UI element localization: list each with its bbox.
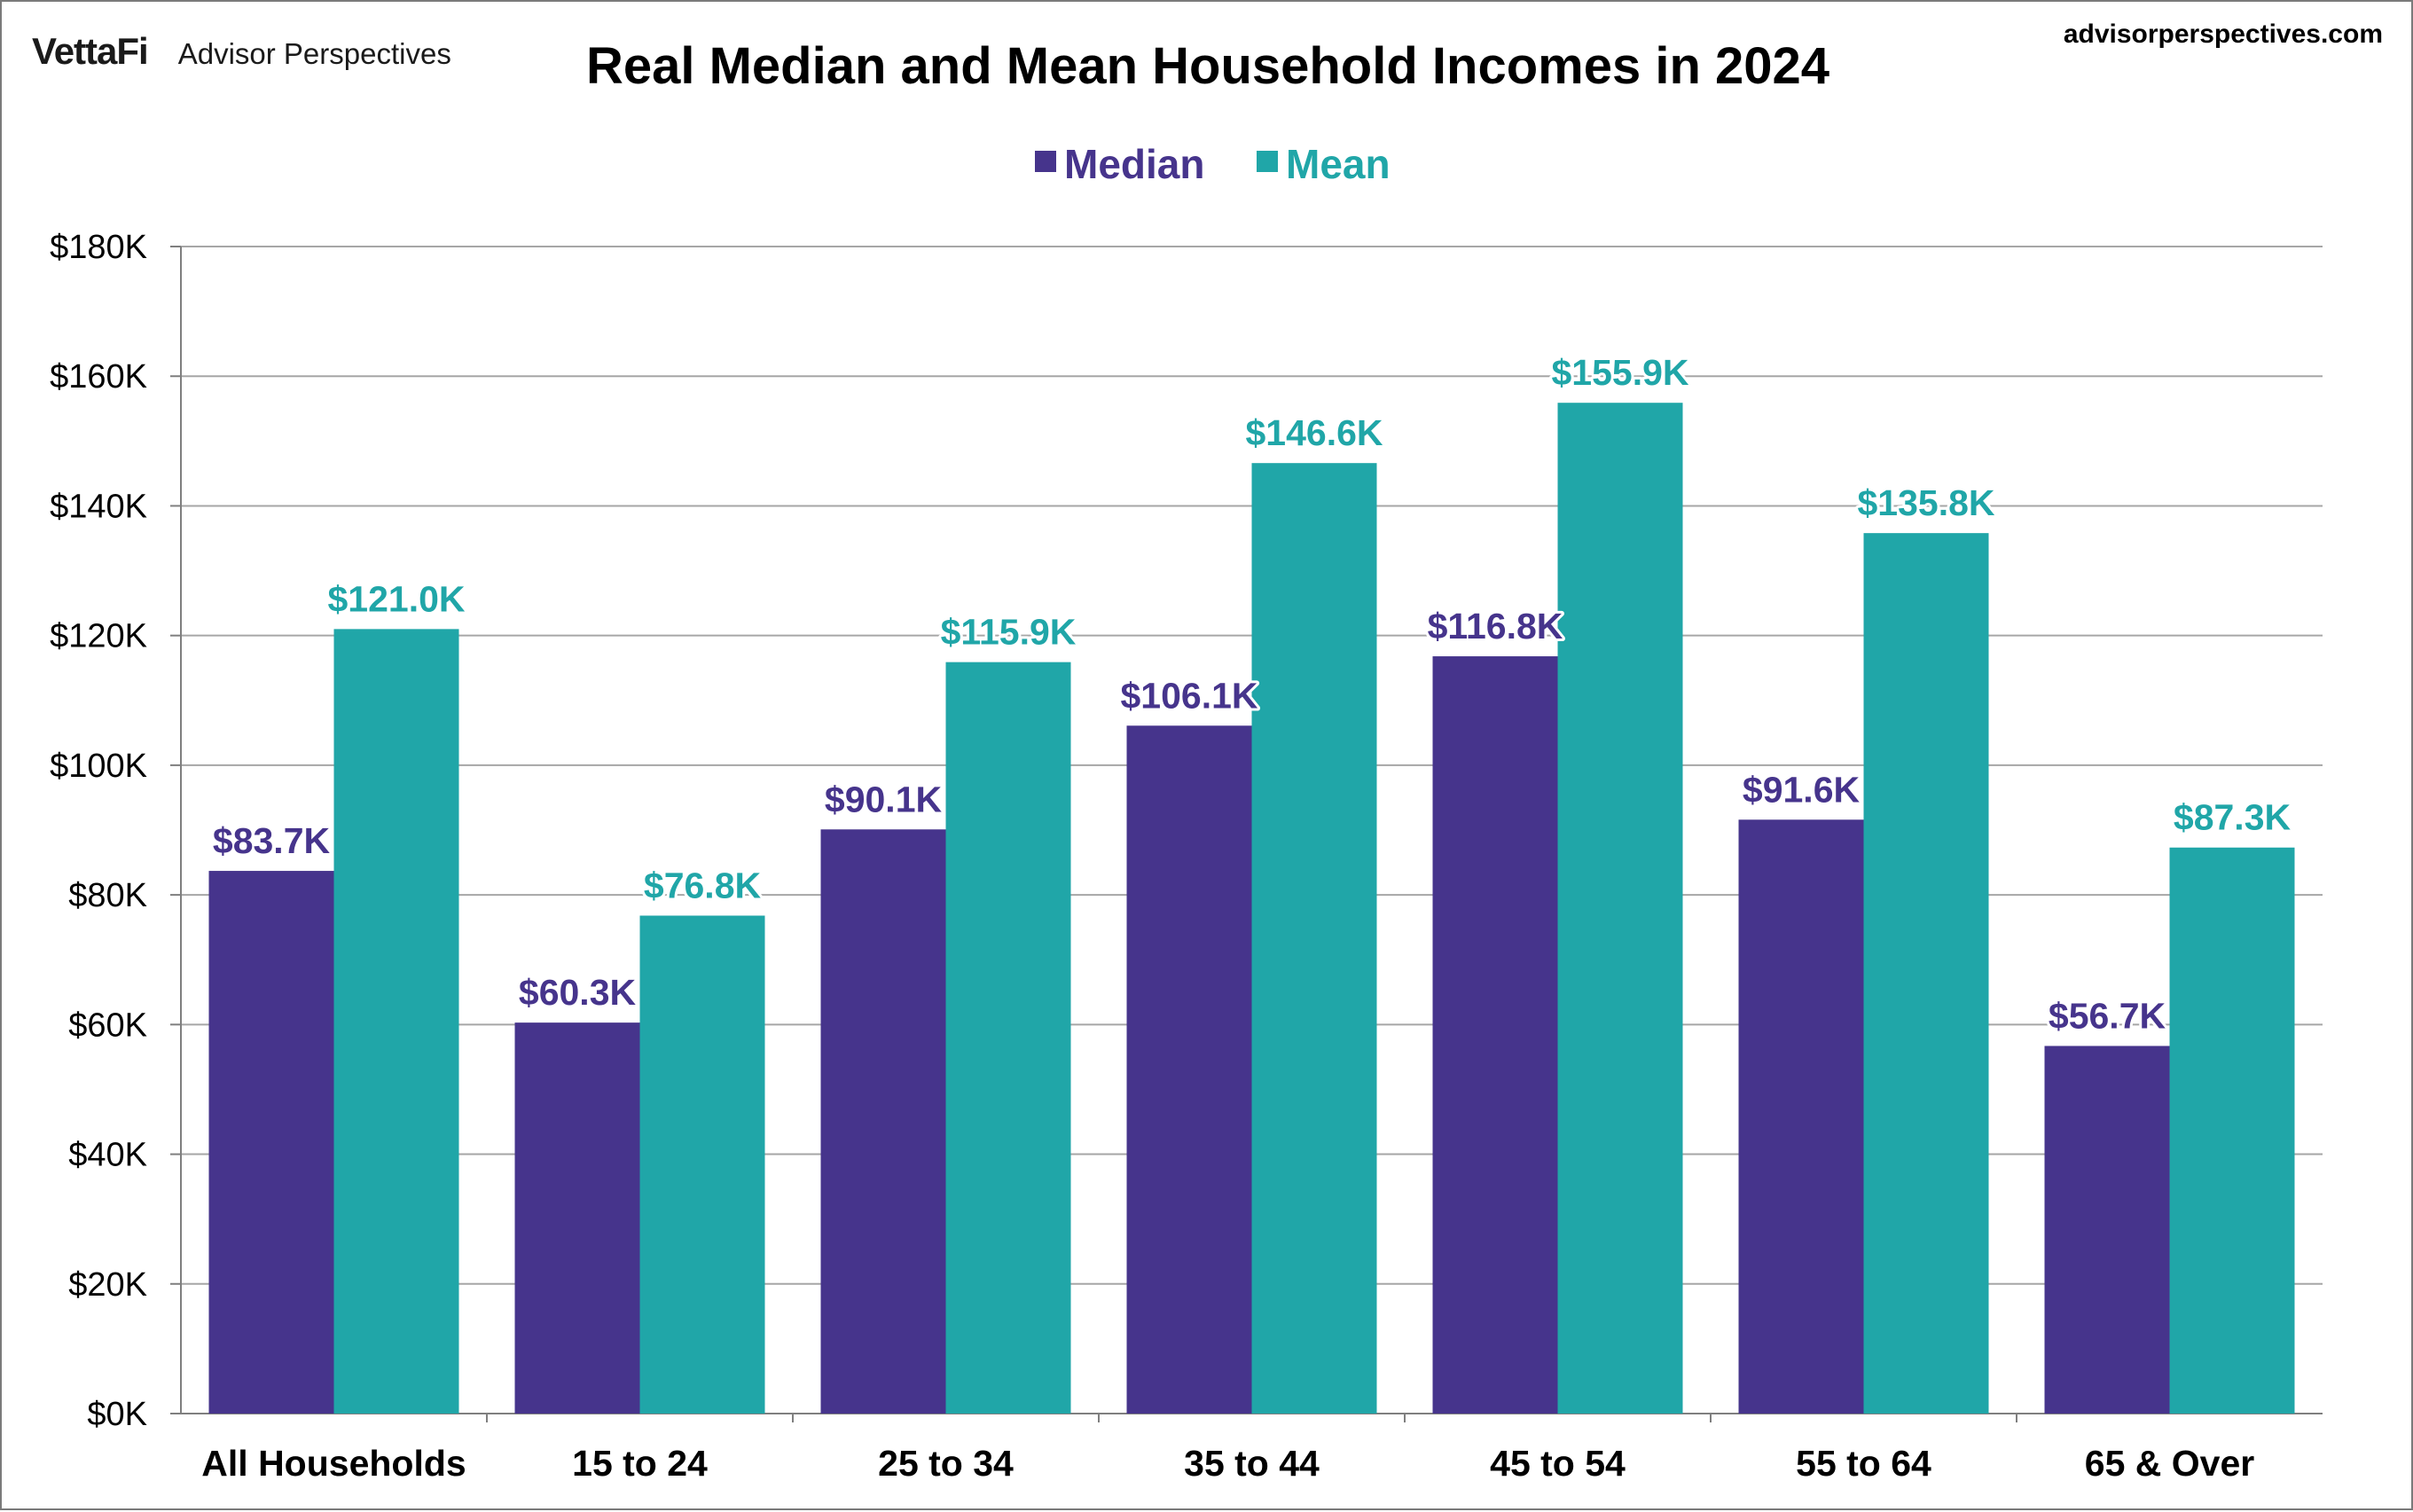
y-tick-label: $0K: [87, 1396, 147, 1433]
legend: Median Mean: [1035, 141, 1391, 187]
legend-swatch-median: [1035, 151, 1056, 172]
data-label-median: $90.1K: [825, 779, 943, 819]
brand-logo: VettaFi: [32, 30, 149, 72]
y-tick-label: $60K: [68, 1007, 147, 1044]
y-axis: $0K $20K $40K $60K $80K $100K $120K $140K $160K $…: [50, 229, 182, 1433]
bar-mean: [1251, 463, 1377, 1414]
legend-swatch-mean: [1257, 151, 1278, 172]
data-label-mean: $87.3K: [2174, 797, 2292, 838]
brand-name: Advisor Perspectives: [177, 37, 451, 70]
chart-title: Real Median and Mean Household Incomes i…: [586, 37, 1829, 95]
bar-median: [2044, 1046, 2170, 1414]
bar-mean: [945, 662, 1071, 1414]
data-label-median: $116.8K: [1428, 606, 1563, 646]
x-axis: All Households 15 to 24 25 to 34 35 to 44 45…: [201, 1414, 2254, 1484]
data-label-mean: $135.8K: [1857, 482, 1994, 523]
data-label-mean: $115.9K: [941, 612, 1077, 653]
bar-median: [1738, 819, 1864, 1414]
bar-mean: [333, 629, 459, 1414]
site-url[interactable]: advisorperspectives.com: [2063, 20, 2383, 49]
data-label-mean: $155.9K: [1551, 352, 1688, 393]
x-tick-label: 25 to 34: [878, 1443, 1014, 1484]
data-label-median: $83.7K: [213, 820, 331, 861]
data-label-median: $60.3K: [519, 972, 637, 1013]
bar-median: [208, 871, 334, 1414]
data-label-median: $106.1K: [1120, 675, 1257, 716]
data-label-median: $56.7K: [2049, 995, 2166, 1036]
x-tick-label: 45 to 54: [1490, 1443, 1626, 1484]
x-tick-label: 15 to 24: [572, 1443, 708, 1484]
y-tick-label: $20K: [68, 1266, 147, 1304]
bar-median: [1432, 656, 1558, 1414]
bar-mean: [2169, 847, 2295, 1414]
data-label-median: $91.6K: [1743, 769, 1861, 810]
data-label-mean: $121.0K: [327, 578, 465, 619]
y-tick-label: $180K: [50, 229, 147, 266]
y-tick-label: $100K: [50, 748, 147, 785]
y-tick-label: $140K: [50, 488, 147, 525]
x-tick-label: 55 to 64: [1796, 1443, 1931, 1484]
x-tick-label: All Households: [201, 1443, 466, 1484]
bar-median: [514, 1022, 640, 1414]
bars: [208, 403, 2295, 1414]
y-tick-label: $160K: [50, 358, 147, 396]
bar-mean: [1863, 533, 1989, 1414]
y-tick-label: $40K: [68, 1137, 147, 1174]
data-label-mean: $146.6K: [1245, 412, 1383, 453]
brand: VettaFi Advisor Perspectives: [32, 30, 451, 73]
bar-median: [1126, 725, 1252, 1414]
y-tick-label: $120K: [50, 618, 147, 655]
y-tick-label: $80K: [68, 877, 147, 914]
x-tick-label: 35 to 44: [1184, 1443, 1320, 1484]
legend-label-median: Median: [1064, 141, 1204, 187]
data-label-mean: $76.8K: [644, 866, 762, 906]
data-labels: $83.7K $121.0K $60.3K $76.8K $90.1K $115.9K $1…: [210, 349, 2294, 1038]
bar-median: [820, 829, 946, 1414]
bar-mean: [639, 915, 765, 1414]
legend-label-mean: Mean: [1286, 141, 1391, 187]
x-tick-label: 65 & Over: [2085, 1443, 2254, 1484]
bar-mean: [1557, 403, 1683, 1414]
